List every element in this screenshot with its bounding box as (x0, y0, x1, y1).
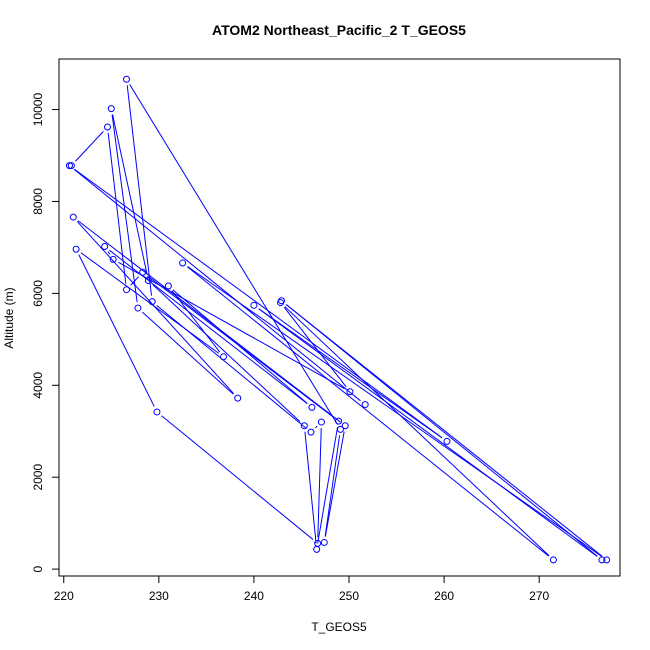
data-point (443, 437, 451, 445)
chart-title: ATOM2 Northeast_Pacific_2 T_GEOS5 (212, 22, 466, 38)
series-segment (171, 290, 221, 353)
data-point (103, 123, 111, 131)
series-segment (285, 304, 603, 557)
y-tick-label: 10000 (31, 93, 45, 127)
series-segment (187, 266, 603, 557)
data-point (139, 268, 147, 276)
series-segment (317, 428, 322, 538)
data-point (109, 255, 117, 263)
series-segment (304, 431, 317, 544)
data-point (179, 259, 187, 267)
y-tick-label: 8000 (31, 188, 45, 215)
y-axis: 0 2000 4000 6000 8000 10000 (31, 93, 60, 572)
data-point (134, 304, 142, 312)
data-point (277, 297, 285, 305)
series-segment (78, 254, 155, 407)
series-segment (126, 85, 152, 296)
data-point (153, 408, 161, 416)
data-point (164, 282, 172, 290)
data-point (361, 401, 369, 409)
x-axis-label: T_GEOS5 (311, 620, 367, 634)
series-segment (161, 415, 314, 540)
data-point (603, 556, 611, 564)
series-segment (172, 289, 308, 404)
series-segment (285, 304, 598, 557)
x-tick-label: 260 (434, 589, 454, 603)
series-segment (75, 131, 104, 162)
data-point (307, 428, 315, 436)
series-segment (118, 261, 345, 390)
x-tick-label: 230 (149, 589, 169, 603)
data-point (336, 425, 344, 433)
x-tick-label: 220 (54, 589, 74, 603)
series-segment (324, 431, 345, 537)
series-segment (186, 266, 550, 557)
series-segment (74, 168, 443, 439)
series-segment (258, 308, 598, 557)
y-tick-label: 6000 (31, 280, 45, 307)
data-point (335, 417, 343, 425)
data-point (346, 388, 354, 396)
y-tick-label: 0 (31, 565, 45, 572)
data-point (317, 418, 325, 426)
series-segment (152, 284, 301, 423)
y-axis-label: Altitude (m) (2, 287, 16, 348)
data-point (320, 538, 328, 546)
data-point (123, 75, 131, 83)
plot-frame (58, 58, 621, 577)
data-point (123, 286, 131, 294)
data-point (300, 422, 308, 430)
data-point (101, 242, 109, 250)
series-segment (283, 306, 347, 388)
data-point (234, 394, 242, 402)
series-segment (142, 311, 234, 395)
series-segment (107, 132, 127, 284)
series-segment (112, 114, 148, 275)
data-point (107, 105, 115, 113)
x-axis: 220 230 240 250 260 270 (54, 575, 550, 603)
data-point (148, 298, 156, 306)
series-layer (65, 75, 611, 564)
data-point (314, 539, 322, 547)
data-point (341, 422, 349, 430)
x-tick-label: 270 (529, 589, 549, 603)
series-segment (73, 168, 361, 402)
series-segment (77, 220, 341, 423)
series-segment (284, 306, 550, 557)
data-point (308, 403, 316, 411)
data-point (72, 245, 80, 253)
y-tick-label: 2000 (31, 464, 45, 491)
x-tick-label: 240 (244, 589, 264, 603)
data-point (250, 301, 258, 309)
data-point (144, 277, 152, 285)
series-segment (129, 84, 338, 425)
data-point (219, 353, 227, 361)
series-segment (314, 425, 318, 429)
y-tick-label: 4000 (31, 372, 45, 399)
x-tick-label: 250 (339, 589, 359, 603)
series-segment (258, 308, 443, 439)
data-point (313, 545, 321, 553)
data-point (67, 162, 75, 170)
data-point (69, 213, 77, 221)
data-point (549, 556, 557, 564)
series-segment (107, 251, 111, 255)
series-segment (317, 426, 339, 544)
data-point (65, 162, 73, 170)
series-segment (324, 435, 341, 537)
data-point (598, 556, 606, 564)
